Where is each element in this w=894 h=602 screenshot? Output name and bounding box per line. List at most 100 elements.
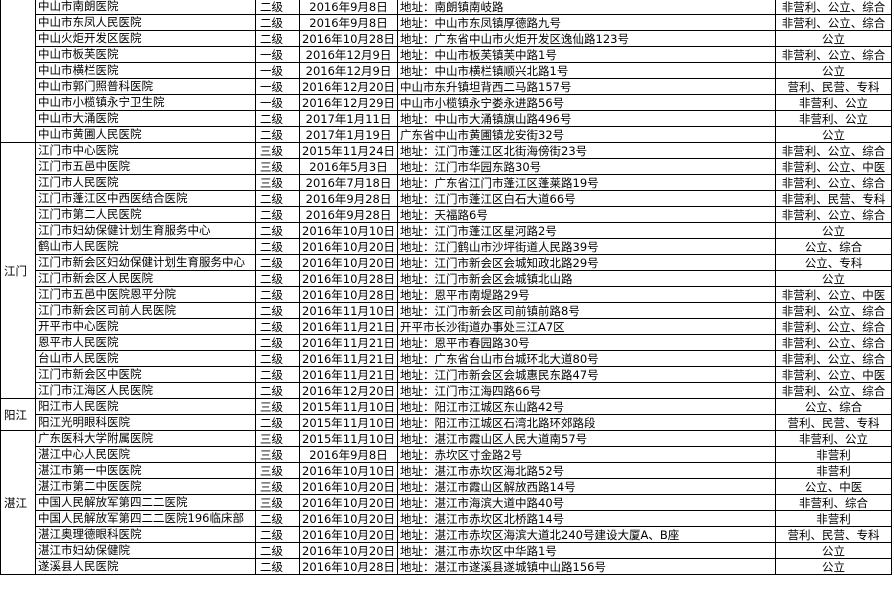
level: 二级 bbox=[255, 414, 300, 431]
date: 2016年11月21日 bbox=[299, 350, 398, 367]
date: 2016年12月20日 bbox=[299, 382, 398, 399]
date: 2016年11月21日 bbox=[299, 366, 398, 383]
level: 二级 bbox=[255, 318, 300, 335]
table-row: 江门市第二人民医院 二级 2016年9月28日 地址：天福路6号 非营利、公立、综合 bbox=[1, 206, 892, 223]
hospital-name: 中山市板芙医院 bbox=[35, 46, 256, 63]
hospital-name: 湛江市妇幼保健院 bbox=[35, 542, 256, 559]
hospital-name: 中山市大涌医院 bbox=[35, 110, 256, 127]
address: 地址：阳江市江城区石湾北路环郊路段 bbox=[397, 414, 776, 431]
date: 2016年10月20日 bbox=[299, 542, 398, 559]
table-row: 中山市横栏医院 一级 2016年12月9日 地址：中山市横栏镇顺兴北路1号 公立 bbox=[1, 62, 892, 79]
table-row: 江门市五邑中医院 三级 2016年5月3日 地址：江门市华园东路30号 非营利、公立、中… bbox=[1, 158, 892, 175]
hospital-type: 公立、综合 bbox=[775, 398, 892, 415]
hospital-type: 公立 bbox=[775, 126, 892, 143]
address: 地址：南朗镇南岐路 bbox=[397, 0, 776, 15]
hospital-name: 湛江市第一中医医院 bbox=[35, 462, 256, 479]
address: 地址：阳江市江城区东山路42号 bbox=[397, 398, 776, 415]
level: 二级 bbox=[255, 302, 300, 319]
hospital-name: 湛江奥理德眼科医院 bbox=[35, 526, 256, 543]
hospital-name: 鹤山市人民医院 bbox=[35, 238, 256, 255]
hospital-type: 非营利、公立、中医 bbox=[775, 286, 892, 303]
address: 地址：中山市东凤镇厚德路九号 bbox=[397, 14, 776, 31]
date: 2016年10月20日 bbox=[299, 526, 398, 543]
address: 中山市东升镇坦背西二马路157号 bbox=[397, 78, 776, 95]
address: 地址：江门市蓬江区白石大道66号 bbox=[397, 190, 776, 207]
hospital-name: 江门市新会区人民医院 bbox=[35, 270, 256, 287]
hospital-type: 营利、民营、专科 bbox=[775, 526, 892, 543]
hospital-type: 非营利、综合 bbox=[775, 494, 892, 511]
level: 一级 bbox=[255, 62, 300, 79]
date: 2016年7月18日 bbox=[299, 174, 398, 191]
address: 地址：江门市新会区会城镇北山路 bbox=[397, 270, 776, 287]
hospital-name: 江门市蓬江区中西医结合医院 bbox=[35, 190, 256, 207]
hospital-type: 非营利、公立、综合 bbox=[775, 46, 892, 63]
date: 2015年11月10日 bbox=[299, 398, 398, 415]
date: 2017年1月11日 bbox=[299, 110, 398, 127]
level: 二级 bbox=[255, 382, 300, 399]
hospital-type: 非营利、公立、综合 bbox=[775, 0, 892, 15]
date: 2016年11月21日 bbox=[299, 334, 398, 351]
hospital-name: 江门市第二人民医院 bbox=[35, 206, 256, 223]
address: 地址：江门市新会区会城惠民东路47号 bbox=[397, 366, 776, 383]
sheet: 中山市南朗医院 二级 2016年9月8日 地址：南朗镇南岐路 非营利、公立、综合 中山市东… bbox=[0, 0, 892, 575]
address: 地址：江门市蓬江区星河路2号 bbox=[397, 222, 776, 239]
date: 2016年12月9日 bbox=[299, 46, 398, 63]
hospital-type: 公立 bbox=[775, 270, 892, 287]
table-row: 江门市新会区妇幼保健计划生育服务中心 二级 2016年10月20日 地址：江门市新会区… bbox=[1, 254, 892, 271]
address: 地址：中山市板芙镇芙中路1号 bbox=[397, 46, 776, 63]
hospital-name: 开平市中心医院 bbox=[35, 318, 256, 335]
hospital-name: 中国人民解放军第四二二医院 bbox=[35, 494, 256, 511]
level: 三级 bbox=[255, 174, 300, 191]
hospital-type: 公立、专科 bbox=[775, 254, 892, 271]
hospital-type: 公立、中医 bbox=[775, 478, 892, 495]
hospital-name: 江门市人民医院 bbox=[35, 174, 256, 191]
table-row: 阳江 阳江市人民医院 三级 2015年11月10日 地址：阳江市江城区东山路42号 公立、… bbox=[0, 398, 892, 431]
level: 一级 bbox=[255, 78, 300, 95]
hospital-type: 非营利、公立、中医 bbox=[775, 366, 892, 383]
table-row: 湛江中心人民医院 三级 2016年9月8日 地址：赤坎区寸金路2号 非营利 bbox=[1, 446, 892, 463]
table-row: 湛江 广东医科大学附属医院 三级 2015年11月10日 地址：湛江市霞山区人民大道南5… bbox=[0, 430, 892, 575]
hospital-type: 非营利、公立、综合 bbox=[775, 174, 892, 191]
level: 一级 bbox=[255, 94, 300, 111]
table-row: 中山市郭门照普科医院 一级 2016年12月20日 中山市东升镇坦背西二马路157号营… bbox=[1, 78, 892, 95]
table-row: 中山市大涌医院 二级 2017年1月11日 地址：中山市大涌镇旗山路496号 非营利、公… bbox=[1, 110, 892, 127]
level: 三级 bbox=[255, 478, 300, 495]
level: 二级 bbox=[255, 126, 300, 143]
hospital-name: 阳江光明眼科医院 bbox=[35, 414, 256, 431]
level: 二级 bbox=[255, 366, 300, 383]
level: 二级 bbox=[255, 510, 300, 527]
table-row: 中国人民解放军第四二二医院 三级 2016年10月20日 地址：湛江市海滨大道中路40… bbox=[1, 494, 892, 511]
level: 二级 bbox=[255, 558, 300, 575]
hospital-name: 广东医科大学附属医院 bbox=[35, 430, 256, 447]
date: 2015年11月24日 bbox=[299, 142, 398, 159]
address: 中山市小榄镇永宁娄永进路56号 bbox=[397, 94, 776, 111]
date: 2016年12月29日 bbox=[299, 94, 398, 111]
address: 地址：中山市大涌镇旗山路496号 bbox=[397, 110, 776, 127]
address: 地址：湛江市霞山区解放西路14号 bbox=[397, 478, 776, 495]
hospital-name: 江门市中心医院 bbox=[35, 142, 256, 159]
level: 三级 bbox=[255, 142, 300, 159]
level: 三级 bbox=[255, 494, 300, 511]
level: 三级 bbox=[255, 430, 300, 447]
table-row: 中山市板芙医院 一级 2016年12月9日 地址：中山市板芙镇芙中路1号 非营利、公立、… bbox=[1, 46, 892, 63]
hospital-type: 公立 bbox=[775, 30, 892, 47]
date: 2016年10月28日 bbox=[299, 30, 398, 47]
address: 地址：湛江市赤坎区北桥路14号 bbox=[397, 510, 776, 527]
date: 2016年10月20日 bbox=[299, 478, 398, 495]
level: 二级 bbox=[255, 190, 300, 207]
region-cell bbox=[0, 0, 36, 143]
level: 二级 bbox=[255, 206, 300, 223]
date: 2016年9月8日 bbox=[299, 14, 398, 31]
date: 2016年9月8日 bbox=[299, 0, 398, 15]
table-row: 中山市南朗医院 二级 2016年9月8日 地址：南朗镇南岐路 非营利、公立、综合 bbox=[0, 0, 892, 143]
table-row: 恩平市人民医院 二级 2016年11月21日 地址：恩平市春园路30号 非营利、公立、综… bbox=[1, 334, 892, 351]
level: 二级 bbox=[255, 238, 300, 255]
date: 2016年9月8日 bbox=[299, 446, 398, 463]
level: 二级 bbox=[255, 270, 300, 287]
hospital-name: 江门市五邑中医院 bbox=[35, 158, 256, 175]
table-row: 湛江市第一中医医院 三级 2016年10月10日 地址：湛江市赤坎区海北路52号 非营利 bbox=[1, 462, 892, 479]
hospital-type: 非营利、公立、中医 bbox=[775, 158, 892, 175]
hospital-type: 非营利 bbox=[775, 446, 892, 463]
date: 2016年9月28日 bbox=[299, 206, 398, 223]
level: 二级 bbox=[255, 30, 300, 47]
